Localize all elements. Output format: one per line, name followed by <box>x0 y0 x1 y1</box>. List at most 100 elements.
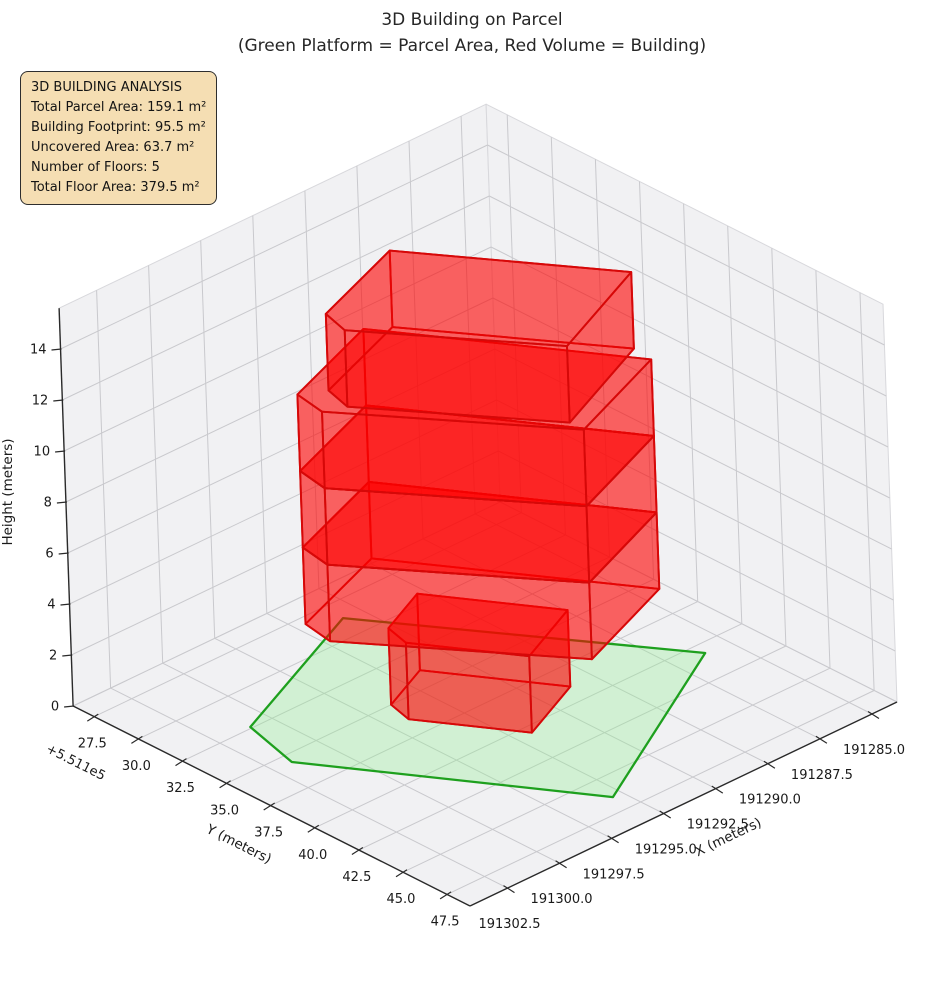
x-tick-label: 191287.5 <box>791 768 853 783</box>
z-tick-mark <box>62 654 73 657</box>
x-tick-label: 191285.0 <box>843 743 905 758</box>
info-box-line-uncovered-area: Uncovered Area: 63.7 m² <box>31 140 195 155</box>
grid-line-y-floor <box>182 556 610 762</box>
grid-line-y-wall <box>859 292 875 691</box>
grid-line-z-right <box>487 144 885 346</box>
z-tick-mark <box>51 348 62 351</box>
chart-subtitle: (Green Platform = Parcel Area, Red Volum… <box>237 36 707 56</box>
grid-line-z-right <box>490 246 889 448</box>
info-box-line-parcel-area: Total Parcel Area: 159.1 m² <box>31 100 207 115</box>
grid-line-x-wall <box>252 215 268 614</box>
info-box-line-total-floor-area: Total Floor Area: 379.5 m² <box>31 180 200 195</box>
x-tick-mark <box>867 710 880 720</box>
z-tick-label: 10 <box>34 444 51 459</box>
y-tick-label: 35.0 <box>210 803 239 818</box>
chart-title: 3D Building on Parcel <box>381 10 563 30</box>
x-tick-label: 191302.5 <box>478 917 540 932</box>
grid-line-x-floor <box>214 637 612 839</box>
x-tick-label: 191300.0 <box>531 892 593 907</box>
grid-line-x-floor <box>474 513 873 715</box>
grid-line-z-right <box>492 297 891 499</box>
grid-line-x-floor <box>162 662 560 864</box>
x-axis-spine <box>469 701 898 907</box>
x-tick-label: 191290.0 <box>739 793 801 808</box>
grid-line-z-left <box>63 246 492 452</box>
grid-line-x-wall <box>200 240 216 639</box>
floor-1-top-face <box>387 592 569 658</box>
grid-line-y-floor <box>314 623 743 829</box>
z-tick-label: 6 <box>45 546 53 561</box>
grid-line-z-right <box>499 501 898 703</box>
info-box-line-num-floors: Number of Floors: 5 <box>31 160 160 175</box>
x-tick-mark <box>503 885 515 894</box>
grid-line-y-wall <box>727 225 743 624</box>
y-axis-spine <box>72 705 471 907</box>
grid-line-x-floor <box>110 687 508 889</box>
grid-line-z-left <box>62 195 490 401</box>
grid-line-y-floor <box>270 601 698 806</box>
z-tick-label: 8 <box>44 495 52 510</box>
grid-line-z-right <box>489 195 887 397</box>
floor-4-top-face <box>296 327 653 431</box>
grid-line-y-wall <box>594 159 610 558</box>
grid-line-y-floor <box>402 667 831 873</box>
grid-line-y-floor <box>226 578 654 784</box>
grid-line-z-right <box>494 348 892 550</box>
grid-line-z-left <box>69 399 497 605</box>
floor-5-top-face <box>324 249 633 348</box>
grid-line-y-wall <box>771 248 787 647</box>
grid-line-x-wall <box>148 265 164 664</box>
z-axis-spine <box>58 308 74 707</box>
floor-1-side-face <box>404 641 533 734</box>
grid-line-y-floor <box>358 645 787 851</box>
info-box-line-building-footprint: Building Footprint: 95.5 m² <box>31 120 206 135</box>
x-tick-label: 191297.5 <box>583 867 645 882</box>
grid-line-z-right <box>498 450 896 652</box>
grid-line-z-left <box>65 297 494 503</box>
z-tick-mark <box>55 450 66 453</box>
z-tick-mark <box>56 501 67 504</box>
grid-line-y-floor <box>138 534 566 740</box>
y-tick-mark <box>263 802 276 811</box>
grid-line-x-wall <box>96 290 112 689</box>
grid-line-x-wall <box>460 116 476 514</box>
x-tick-mark <box>607 835 619 844</box>
y-tick-label: 30.0 <box>122 759 151 774</box>
y-tick-mark <box>395 869 408 878</box>
grid-line-y-floor <box>446 690 875 895</box>
grid-line-x-floor <box>422 538 821 740</box>
x-tick-mark <box>555 860 567 869</box>
z-tick-label: 12 <box>32 393 49 408</box>
grid-line-y-floor <box>94 512 522 718</box>
y-tick-label: 32.5 <box>166 781 195 796</box>
grid-line-y-wall <box>683 203 699 602</box>
info-box-title: 3D BUILDING ANALYSIS <box>31 80 183 95</box>
grid-line-x-floor <box>266 612 664 814</box>
grid-line-z-left <box>71 450 499 656</box>
y-tick-label: 37.5 <box>254 826 283 841</box>
analysis-info-box: 3D BUILDING ANALYSIS Total Parcel Area: … <box>20 71 218 205</box>
x-tick-mark <box>659 810 672 819</box>
grid-line-z-left <box>67 348 495 554</box>
grid-line-y-wall <box>639 181 655 580</box>
y-tick-mark <box>86 713 99 722</box>
z-tick-mark <box>64 705 75 708</box>
y-tick-label: 42.5 <box>342 870 371 885</box>
y-tick-mark <box>219 780 231 789</box>
y-tick-label: 47.5 <box>431 914 460 929</box>
grid-line-x-wall <box>304 190 320 589</box>
grid-line-z-left <box>60 144 488 350</box>
chart-title-block: 3D Building on Parcel (Green Platform = … <box>0 7 944 59</box>
x-tick-mark <box>815 735 828 744</box>
x-tick-label: 191295.0 <box>635 842 697 857</box>
z-tick-label: 14 <box>30 342 47 357</box>
z-tick-label: 0 <box>51 699 59 714</box>
grid-line-y-wall <box>506 114 522 513</box>
parcel-polygon <box>249 616 707 799</box>
y-tick-mark <box>175 758 187 767</box>
z-tick-label: 4 <box>47 597 55 612</box>
grid-line-x-wall <box>408 140 424 539</box>
z-tick-mark <box>53 399 64 402</box>
